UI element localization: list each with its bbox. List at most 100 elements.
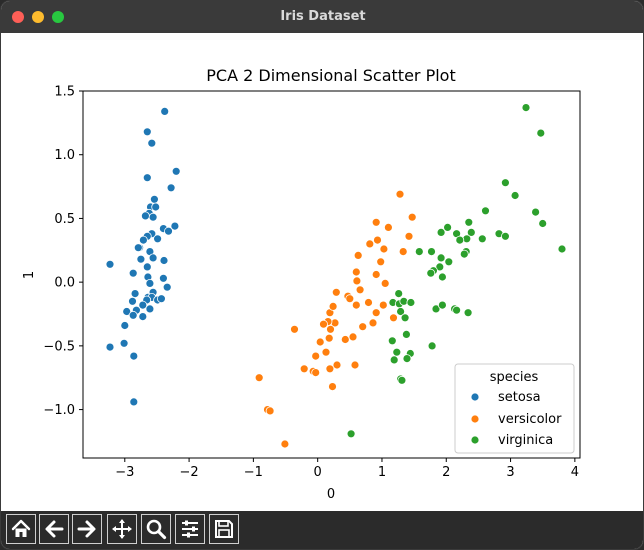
- pan-move-icon: [112, 519, 132, 539]
- data-point-virginica: [444, 257, 454, 267]
- data-point-virginica: [406, 298, 416, 307]
- data-point-setosa: [122, 307, 132, 316]
- data-point-virginica: [401, 329, 411, 339]
- data-point-versicolor: [371, 217, 381, 227]
- data-point-virginica: [346, 429, 356, 439]
- plot-frame: [82, 90, 581, 459]
- back-button[interactable]: [39, 514, 69, 544]
- data-point-virginica: [399, 296, 409, 306]
- data-point-versicolor: [321, 347, 331, 357]
- data-point-versicolor: [326, 324, 335, 334]
- data-point-versicolor: [379, 244, 389, 254]
- y-tick-label: 0.5: [54, 212, 75, 227]
- data-point-virginica: [464, 217, 474, 227]
- title-bar: Iris Dataset: [1, 1, 643, 33]
- data-point-virginica: [500, 231, 510, 241]
- data-point-versicolor: [280, 439, 290, 449]
- save-button[interactable]: [209, 514, 239, 544]
- home-button[interactable]: [6, 514, 36, 544]
- data-point-versicolor: [368, 318, 378, 328]
- data-point-virginica: [414, 247, 424, 257]
- data-point-versicolor: [315, 337, 325, 347]
- data-point-virginica: [521, 103, 531, 112]
- data-point-virginica: [455, 235, 465, 245]
- data-point-versicolor: [319, 319, 328, 329]
- data-point-virginica: [437, 272, 447, 282]
- legend-label-setosa: setosa: [498, 390, 541, 405]
- close-window-button[interactable]: [12, 11, 24, 23]
- x-tick-label: 1: [378, 465, 386, 480]
- data-point-virginica: [510, 191, 520, 200]
- data-point-setosa: [105, 342, 115, 352]
- data-point-versicolor: [332, 360, 342, 370]
- data-point-setosa: [138, 235, 148, 245]
- data-point-versicolor: [348, 332, 358, 342]
- y-tick-label: 1.5: [54, 85, 75, 100]
- x-tick-label: −1: [244, 465, 263, 480]
- save-disk-icon: [215, 520, 233, 538]
- data-point-setosa: [128, 310, 138, 320]
- data-point-versicolor: [299, 364, 309, 374]
- data-point-setosa: [145, 304, 155, 314]
- zoom-button[interactable]: [141, 514, 171, 544]
- data-point-versicolor: [311, 351, 321, 361]
- pan-button[interactable]: [107, 514, 137, 544]
- figure-canvas[interactable]: PCA 2 Dimensional Scatter Plot −3 −2 −1 0 1 2…: [1, 33, 643, 511]
- data-point-virginica: [435, 262, 445, 272]
- minimize-window-button[interactable]: [32, 11, 44, 23]
- data-point-versicolor: [340, 335, 350, 344]
- x-tick-label: 3: [506, 465, 514, 480]
- data-point-virginica: [463, 308, 473, 318]
- data-point-setosa: [140, 211, 150, 221]
- forward-button[interactable]: [72, 514, 102, 544]
- data-point-virginica: [396, 307, 406, 316]
- data-point-setosa: [120, 321, 130, 330]
- legend-label-versicolor: versicolor: [498, 412, 562, 427]
- scatter-chart: PCA 2 Dimensional Scatter Plot −3 −2 −1 0 1 2…: [22, 66, 581, 502]
- data-point-virginica: [466, 227, 476, 237]
- data-point-versicolor: [355, 285, 365, 295]
- data-point-virginica: [500, 178, 510, 188]
- y-tick-label: 0.0: [54, 276, 75, 291]
- data-point-versicolor: [404, 231, 414, 241]
- data-point-virginica: [394, 289, 404, 299]
- data-point-setosa: [151, 202, 161, 212]
- data-point-virginica: [531, 207, 540, 217]
- data-point-virginica: [443, 222, 453, 232]
- data-point-versicolor: [376, 257, 386, 267]
- home-icon: [11, 519, 31, 537]
- data-point-versicolor: [353, 250, 363, 260]
- data-point-setosa: [136, 254, 146, 264]
- data-point-virginica: [389, 355, 399, 365]
- data-point-virginica: [536, 128, 546, 138]
- x-tick-label: 0: [314, 465, 322, 480]
- data-point-virginica: [427, 341, 437, 351]
- data-point-versicolor: [407, 212, 417, 222]
- data-point-versicolor: [398, 247, 408, 257]
- chart-title: PCA 2 Dimensional Scatter Plot: [206, 66, 455, 85]
- legend-marker-virginica: [470, 435, 480, 445]
- y-axis-label: 1: [22, 271, 37, 279]
- configure-subplots-button[interactable]: [175, 514, 205, 544]
- data-point-versicolor: [351, 267, 361, 277]
- data-point-setosa: [142, 262, 152, 272]
- configure-subplots-icon: [182, 520, 198, 538]
- data-point-versicolor: [311, 368, 321, 378]
- data-point-setosa: [128, 268, 138, 278]
- zoom-window-button[interactable]: [52, 11, 64, 23]
- data-point-setosa: [138, 300, 148, 310]
- data-point-virginica: [437, 300, 447, 310]
- data-point-virginica: [481, 206, 490, 216]
- data-point-versicolor: [351, 300, 361, 310]
- data-point-setosa: [129, 397, 139, 407]
- data-point-setosa: [166, 183, 176, 193]
- data-point-setosa: [158, 273, 168, 283]
- axes-layer: −3 −2 −1 0 1 2 3 4 −1.0 −0.5 0.0 0.5 1.0 1.5: [43, 85, 579, 481]
- data-point-versicolor: [265, 406, 275, 416]
- data-point-versicolor: [380, 278, 390, 288]
- data-point-versicolor: [331, 287, 341, 297]
- data-point-setosa: [130, 289, 140, 299]
- data-point-setosa: [119, 338, 129, 348]
- y-tick-label: −0.5: [43, 339, 75, 354]
